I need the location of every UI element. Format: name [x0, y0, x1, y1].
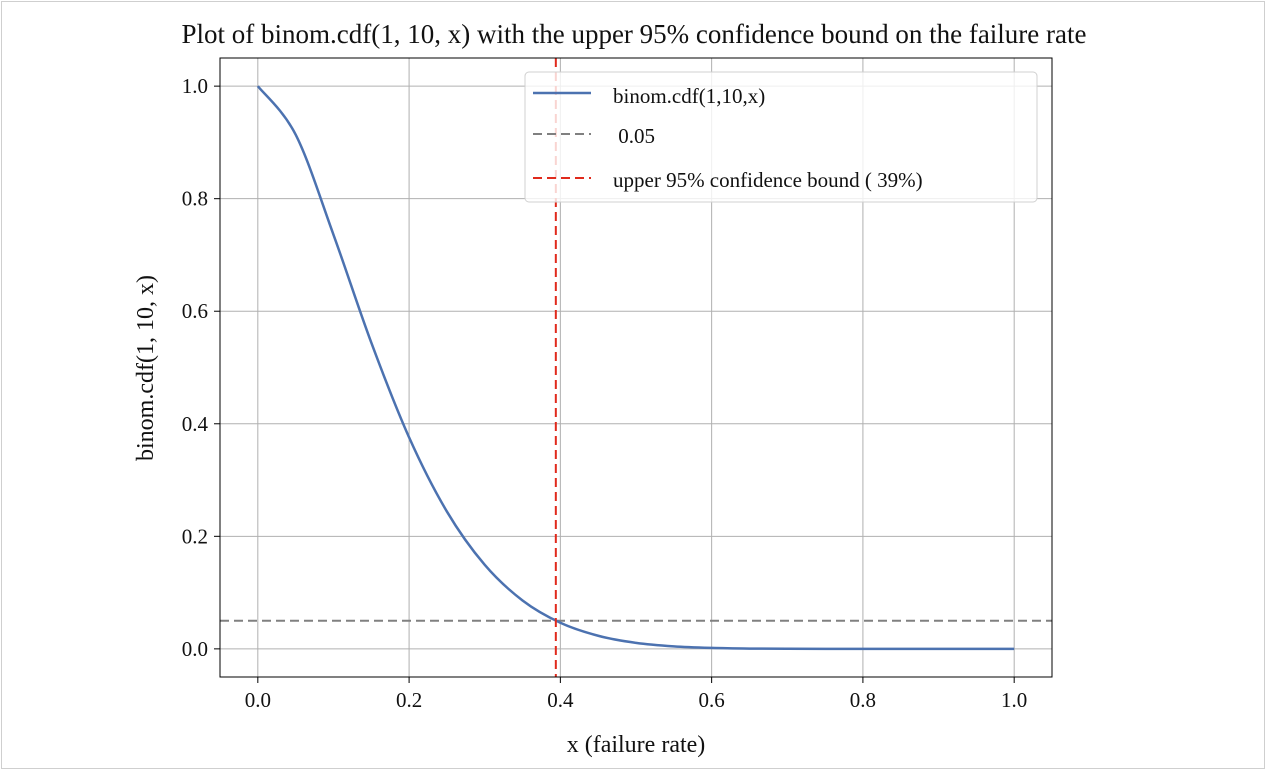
y-axis-label: binom.cdf(1, 10, x) — [133, 275, 159, 461]
x-tick-label: 0.2 — [396, 688, 422, 712]
x-tick-label: 1.0 — [1001, 688, 1027, 712]
legend-box — [524, 71, 1038, 203]
legend: binom.cdf(1,10,x) 0.05 upper 95% confide… — [524, 71, 1038, 203]
x-tick-label: 0.8 — [850, 688, 876, 712]
legend-label-threshold: 0.05 — [613, 124, 655, 148]
x-tick-label: 0.4 — [547, 688, 574, 712]
y-tick-label: 0.8 — [182, 187, 208, 211]
y-tick-label: 0.0 — [182, 637, 208, 661]
y-tick-label: 0.2 — [182, 524, 208, 548]
y-tick-label: 0.6 — [182, 299, 208, 323]
y-tick-label: 1.0 — [182, 74, 208, 98]
legend-label-curve: binom.cdf(1,10,x) — [613, 84, 765, 108]
x-tick-label: 0.6 — [699, 688, 725, 712]
ticks: 0.0 0.2 0.4 0.6 0.8 1.0 0.0 0.2 0.4 0.6 0.8 1.0 — [182, 74, 1028, 712]
y-tick-label: 0.4 — [182, 412, 209, 436]
x-axis-label: x (failure rate) — [567, 732, 706, 758]
series-line — [256, 85, 1015, 651]
x-tick-label: 0.0 — [245, 688, 271, 712]
axes-frame — [219, 57, 1053, 678]
legend-label-bound: upper 95% confidence bound ( 39%) — [613, 168, 923, 192]
chart-title: Plot of binom.cdf(1, 10, x) with the upp… — [181, 19, 1086, 49]
